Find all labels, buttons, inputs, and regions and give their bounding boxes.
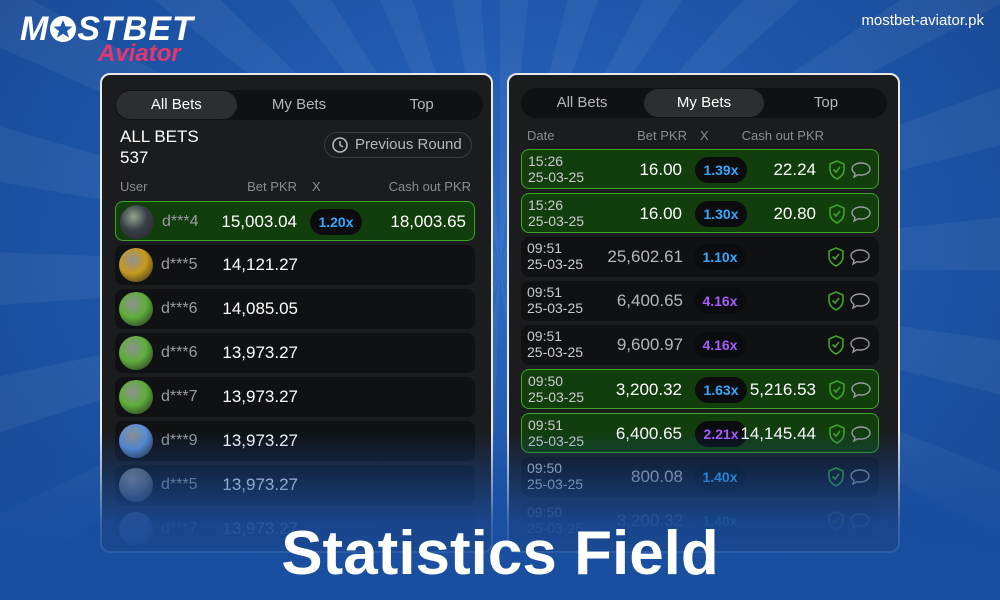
user: d***6	[161, 300, 198, 317]
time: 15:26	[528, 197, 564, 213]
column-header: Bet PKR	[247, 179, 297, 194]
tab-bar: All Bets My Bets Top	[521, 88, 887, 118]
bet-row: d***4 15,003.04 1.20x 18,003.65	[115, 201, 475, 241]
date: 25-03-25	[528, 213, 585, 229]
column-header: Cash out PKR	[741, 128, 824, 143]
verify-chat-icons[interactable]	[828, 380, 872, 400]
bet: 14,121.27	[222, 255, 298, 274]
avatar	[119, 380, 153, 414]
avatar	[119, 336, 153, 370]
bet-row: 09:51 25-03-25 9,600.97 4.16x	[521, 325, 879, 365]
page-title: Statistics Field	[281, 519, 719, 588]
user: d***6	[161, 344, 198, 361]
tab[interactable]: Top	[813, 94, 839, 111]
bet: 9,600.97	[616, 335, 683, 354]
logo: M STBET	[20, 10, 194, 49]
time: 09:51	[527, 240, 563, 256]
bet-row: 09:51 25-03-25 6,400.65 4.16x	[521, 281, 879, 321]
multiplier: 4.16x	[694, 288, 746, 314]
time: 09:51	[527, 284, 563, 300]
tab[interactable]: All Bets	[116, 91, 237, 119]
user: d***7	[161, 388, 198, 405]
avatar	[119, 292, 153, 326]
cashout: 22.24	[773, 160, 816, 179]
verify-chat-icons[interactable]	[827, 335, 871, 355]
multiplier: 1.39x	[695, 157, 747, 183]
previous-round-button[interactable]: Previous Round	[324, 132, 472, 158]
verify-chat-icons[interactable]	[827, 291, 871, 311]
tab[interactable]: Top	[409, 96, 434, 113]
date: 25-03-25	[527, 256, 584, 272]
column-header: User	[120, 179, 148, 194]
tab[interactable]: My Bets	[644, 89, 764, 117]
bet: 13,973.27	[222, 387, 298, 406]
logo-sub: Aviator	[98, 40, 181, 67]
bet-row: d***6 13,973.27	[115, 333, 475, 373]
multiplier: 1.20x	[310, 209, 362, 235]
bet: 16.00	[639, 204, 682, 223]
bet-count: 537	[120, 148, 149, 167]
verify-chat-icons[interactable]	[828, 204, 872, 224]
time: 09:51	[527, 328, 563, 344]
bet-row: 15:26 25-03-25 16.00 1.30x 20.80	[521, 193, 879, 233]
bet: 6,400.65	[616, 291, 683, 310]
bet-row: d***7 13,973.27	[115, 377, 475, 417]
bet-row: d***5 14,121.27	[115, 245, 475, 285]
bottom-fade	[0, 430, 1000, 600]
cashout: 5,216.53	[749, 380, 816, 399]
bet-row: 09:51 25-03-25 25,602.61 1.10x	[521, 237, 879, 277]
cashout: 18,003.65	[390, 212, 466, 231]
column-header: Bet PKR	[637, 128, 687, 143]
verify-chat-icons[interactable]	[827, 247, 871, 267]
time: 09:51	[528, 417, 564, 433]
bet: 15,003.04	[221, 212, 297, 231]
bet: 14,085.05	[222, 299, 298, 318]
column-header: X	[700, 128, 709, 143]
tab[interactable]: My Bets	[271, 96, 327, 113]
multiplier: 1.63x	[695, 377, 747, 403]
column-header: Cash out PKR	[388, 179, 471, 194]
logo-left: M	[20, 10, 50, 48]
bet: 3,200.32	[615, 380, 682, 399]
date: 25-03-25	[528, 169, 585, 185]
date: 25-03-25	[527, 300, 584, 316]
logo-right: STBET	[77, 10, 194, 48]
multiplier: 4.16x	[694, 332, 746, 358]
bet-row: 09:50 25-03-25 3,200.32 1.63x 5,216.53	[521, 369, 879, 409]
bet: 16.00	[639, 160, 682, 179]
bet: 13,973.27	[222, 343, 298, 362]
bet-row: d***6 14,085.05	[115, 289, 475, 329]
time: 15:26	[528, 153, 564, 169]
tab-bar: All Bets My Bets Top	[115, 90, 483, 120]
bet: 25,602.61	[607, 247, 683, 266]
user: d***5	[161, 256, 198, 273]
site-url[interactable]: mostbet-aviator.pk	[861, 12, 984, 29]
date: 25-03-25	[528, 389, 585, 405]
multiplier: 1.30x	[695, 201, 747, 227]
logo-star	[50, 16, 77, 42]
column-header: Date	[527, 128, 555, 143]
button-label: Previous Round	[355, 136, 462, 153]
user: d***4	[162, 213, 199, 230]
cashout: 20.80	[773, 204, 816, 223]
verify-chat-icons[interactable]	[828, 160, 872, 180]
avatar	[120, 205, 154, 239]
date: 25-03-25	[527, 344, 584, 360]
heading: ALL BETS	[120, 127, 199, 146]
avatar	[119, 248, 153, 282]
time: 09:50	[528, 373, 564, 389]
tab[interactable]: All Bets	[556, 94, 608, 111]
history-icon	[332, 137, 348, 153]
column-header: X	[312, 179, 321, 194]
bet-row: 15:26 25-03-25 16.00 1.39x 22.24	[521, 149, 879, 189]
multiplier: 1.10x	[694, 244, 746, 270]
